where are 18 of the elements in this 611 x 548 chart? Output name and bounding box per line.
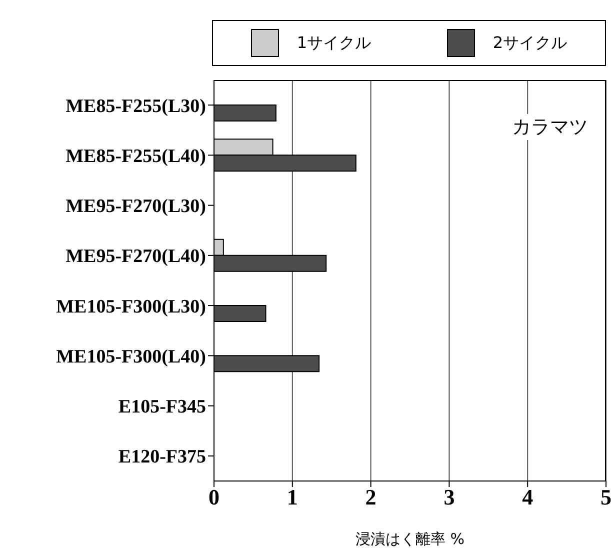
y-tick-label: ME105-F300(L40) [56,346,206,368]
x-tick-label: 5 [600,484,611,510]
y-tick-label: ME85-F255(L30) [66,96,206,117]
legend-label: 1サイクル [296,32,372,54]
x-axis-title: 浸漬はく離率 % [355,530,465,548]
x-tick-label: 0 [208,484,220,510]
legend-label: 2サイクル [492,32,568,54]
y-tick-label: ME105-F300(L30) [56,296,206,318]
x-tick-label: 1 [286,484,298,510]
x-tick-label: 3 [444,484,455,510]
x-tick-label: 2 [365,484,376,510]
annotation: カラマツ [512,114,588,140]
y-tick-label: E105-F345 [118,396,206,418]
y-tick-label: ME85-F255(L40) [66,146,206,167]
y-tick-label: ME95-F270(L30) [66,196,206,218]
y-tick-label: E120-F375 [118,446,206,468]
y-tick-label: ME95-F270(L40) [66,246,206,268]
x-tick-label: 4 [522,484,534,510]
